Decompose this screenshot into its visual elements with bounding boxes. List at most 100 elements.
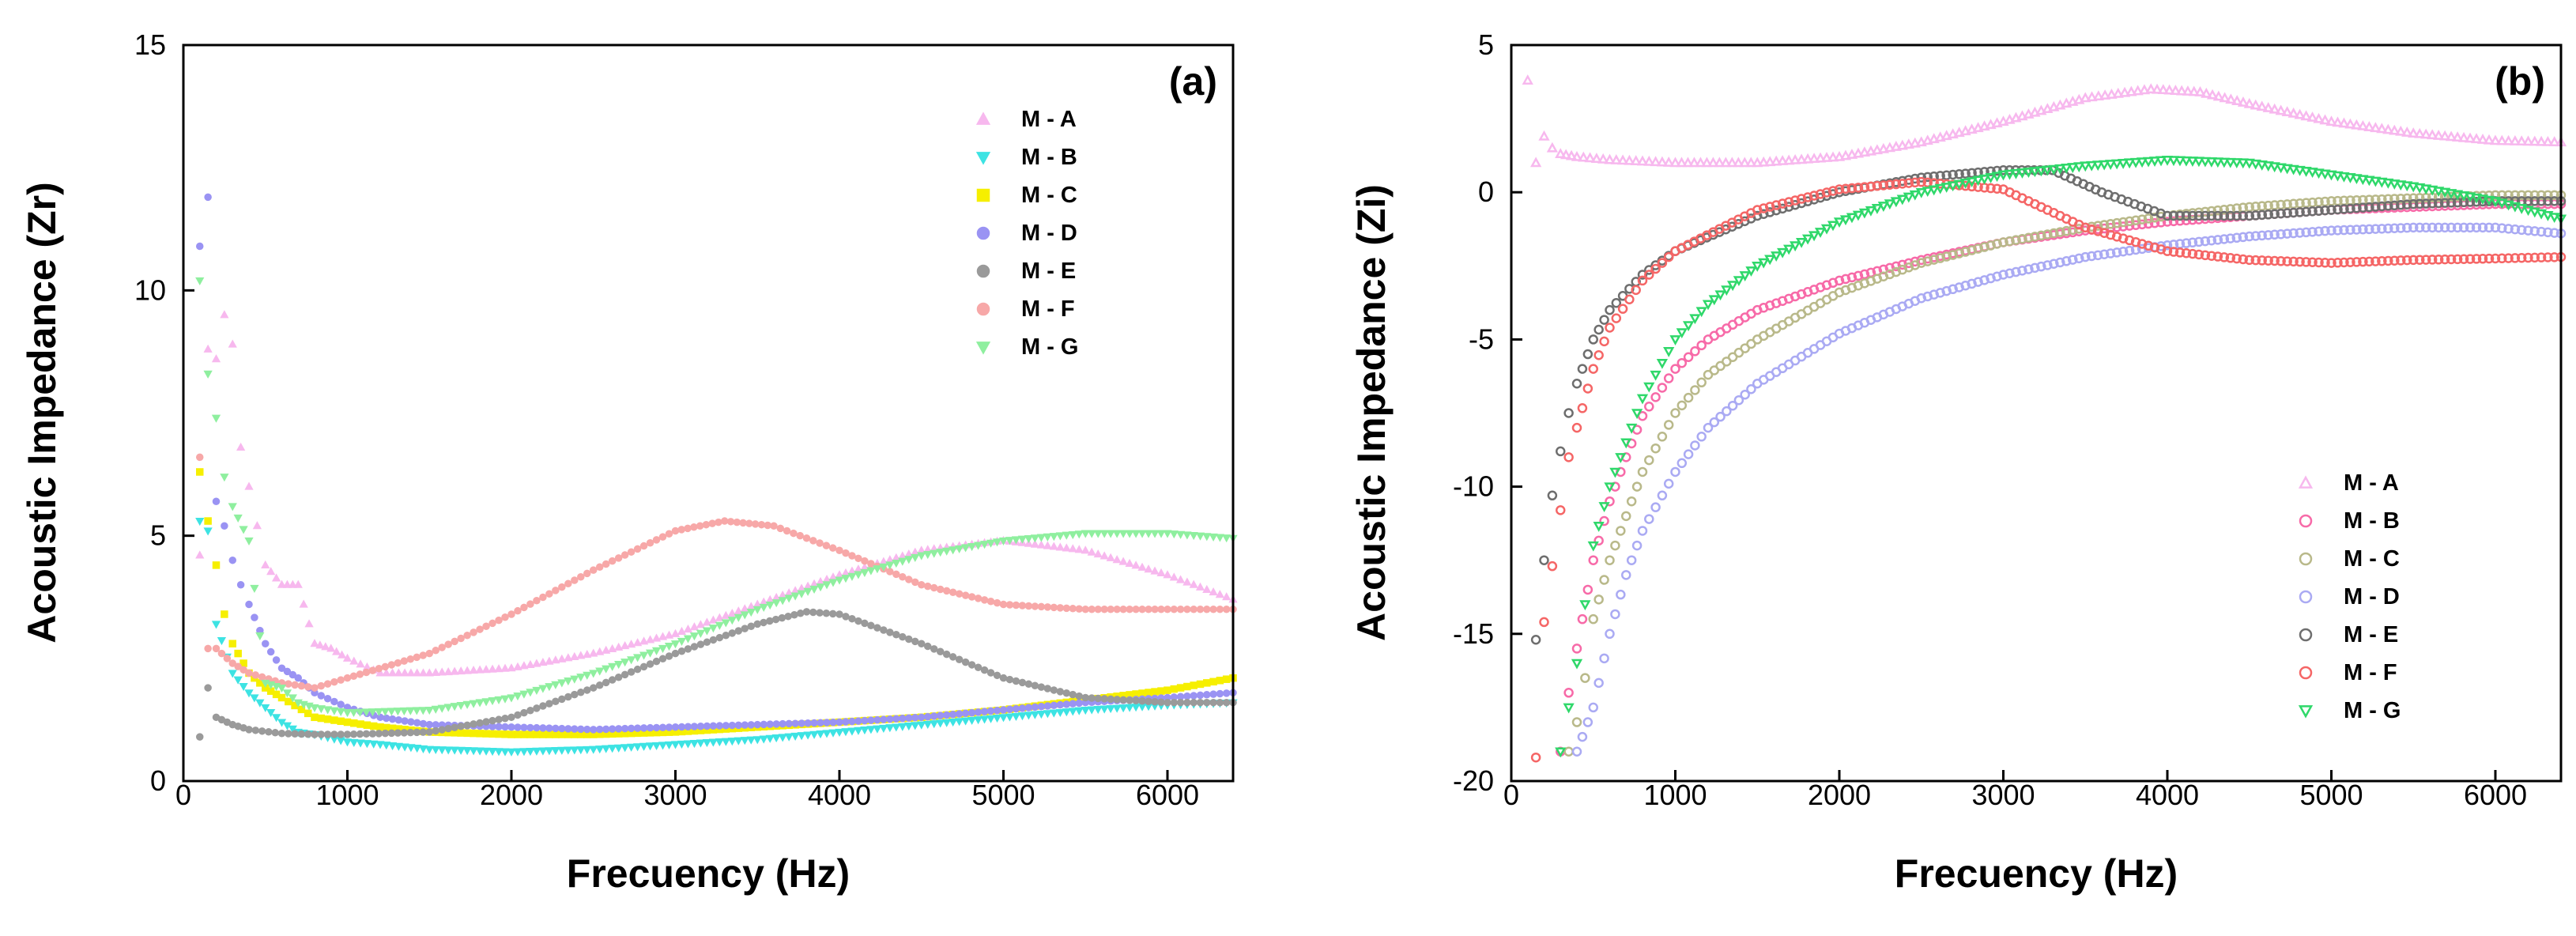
x-tick-label: 1000 — [1643, 779, 1707, 811]
data-point — [1827, 186, 1839, 196]
data-point — [728, 721, 737, 730]
data-point — [715, 633, 724, 642]
data-point — [1663, 373, 1674, 383]
data-point — [1871, 144, 1884, 155]
data-point — [1100, 695, 1108, 703]
data-point — [1100, 606, 1108, 613]
data-point — [349, 672, 358, 681]
data-point — [917, 721, 926, 730]
data-point — [285, 680, 292, 688]
data-point — [784, 612, 792, 621]
series-m-b — [1556, 198, 2567, 757]
data-point — [2516, 135, 2528, 146]
data-point — [1903, 178, 1914, 188]
data-point — [1069, 605, 1077, 613]
data-point — [671, 649, 680, 658]
data-point — [376, 713, 384, 722]
data-point — [387, 729, 396, 738]
data-point — [1979, 275, 1990, 285]
data-point — [835, 728, 844, 738]
data-point — [1922, 187, 1933, 198]
data-point — [1726, 157, 1738, 168]
data-point — [2420, 184, 2432, 195]
data-point — [2200, 210, 2211, 221]
data-point — [2118, 217, 2129, 228]
data-point — [399, 707, 409, 716]
data-point — [337, 717, 345, 726]
data-point — [1005, 705, 1014, 714]
data-point — [256, 679, 264, 687]
data-point — [1916, 172, 1926, 183]
data-point — [239, 682, 248, 692]
data-point — [2295, 228, 2305, 238]
data-point — [323, 730, 332, 738]
data-point — [1579, 600, 1591, 611]
data-point — [400, 668, 409, 677]
data-point — [1690, 346, 1700, 357]
data-point — [514, 606, 522, 615]
data-point — [715, 722, 724, 730]
data-point — [330, 697, 338, 706]
data-point — [1827, 221, 1839, 232]
data-point — [1657, 383, 1668, 393]
data-point — [1903, 138, 1914, 149]
data-point — [1125, 704, 1134, 712]
data-point — [1132, 696, 1140, 705]
data-point — [1834, 184, 1845, 194]
data-point — [1571, 422, 1582, 433]
data-point — [552, 724, 560, 733]
data-point — [1593, 677, 1604, 689]
data-point — [765, 601, 775, 610]
data-point — [974, 708, 983, 716]
data-point — [375, 664, 383, 673]
data-point — [708, 625, 718, 633]
data-point — [1631, 481, 1643, 492]
data-point — [2099, 228, 2110, 239]
data-point — [905, 635, 913, 644]
data-point — [1978, 174, 1990, 185]
data-point — [1005, 537, 1015, 545]
data-point — [751, 520, 760, 528]
data-point — [258, 673, 266, 681]
data-point — [431, 745, 440, 754]
data-point — [1670, 408, 1680, 418]
data-point — [1998, 237, 2008, 247]
data-point — [1916, 176, 1926, 187]
data-point — [2516, 204, 2528, 214]
data-point — [2219, 92, 2231, 103]
data-point — [2535, 135, 2548, 146]
data-point — [482, 730, 490, 738]
data-point — [2106, 88, 2118, 99]
data-point — [2200, 250, 2211, 261]
data-point — [809, 585, 819, 594]
data-point — [571, 576, 579, 584]
data-point — [1196, 680, 1205, 689]
data-point — [2408, 127, 2419, 138]
data-point — [2389, 255, 2400, 266]
data-point — [1643, 155, 1655, 166]
data-point — [2243, 97, 2255, 108]
data-point — [1720, 157, 1732, 168]
data-point — [2123, 158, 2136, 169]
data-point — [2523, 252, 2533, 263]
x-tick-label: 2000 — [480, 779, 543, 811]
data-point — [2358, 202, 2368, 213]
data-point — [652, 536, 661, 544]
data-point — [1190, 692, 1197, 700]
data-point — [2510, 253, 2521, 263]
data-point — [2201, 87, 2212, 98]
data-point — [1935, 253, 1945, 263]
data-point — [1758, 258, 1770, 269]
data-point — [2263, 209, 2273, 220]
data-point — [2138, 84, 2151, 95]
data-point — [1746, 383, 1756, 394]
data-point — [2224, 157, 2236, 168]
data-point — [2111, 232, 2122, 242]
data-point — [514, 711, 522, 719]
legend-label: M - E — [1021, 259, 1076, 284]
data-point — [1555, 148, 1567, 159]
data-point — [595, 667, 605, 676]
data-point — [520, 603, 528, 612]
data-point — [2370, 202, 2381, 212]
data-point — [2464, 192, 2476, 203]
